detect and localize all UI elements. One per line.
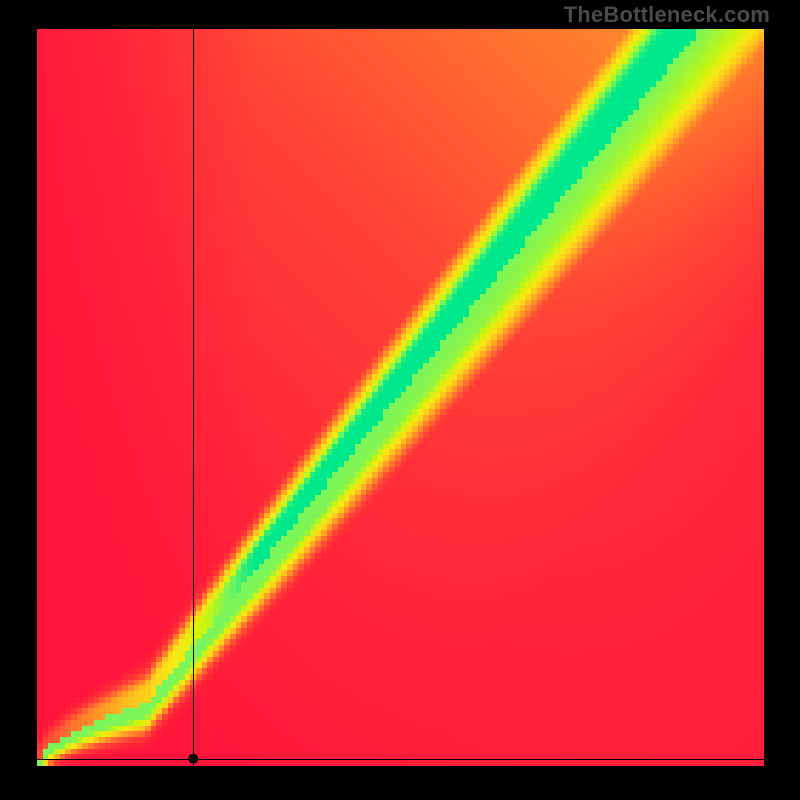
watermark-text: TheBottleneck.com [564,2,770,28]
chart-container: { "watermark": { "text": "TheBottleneck.… [0,0,800,800]
bottleneck-heatmap [37,29,764,766]
